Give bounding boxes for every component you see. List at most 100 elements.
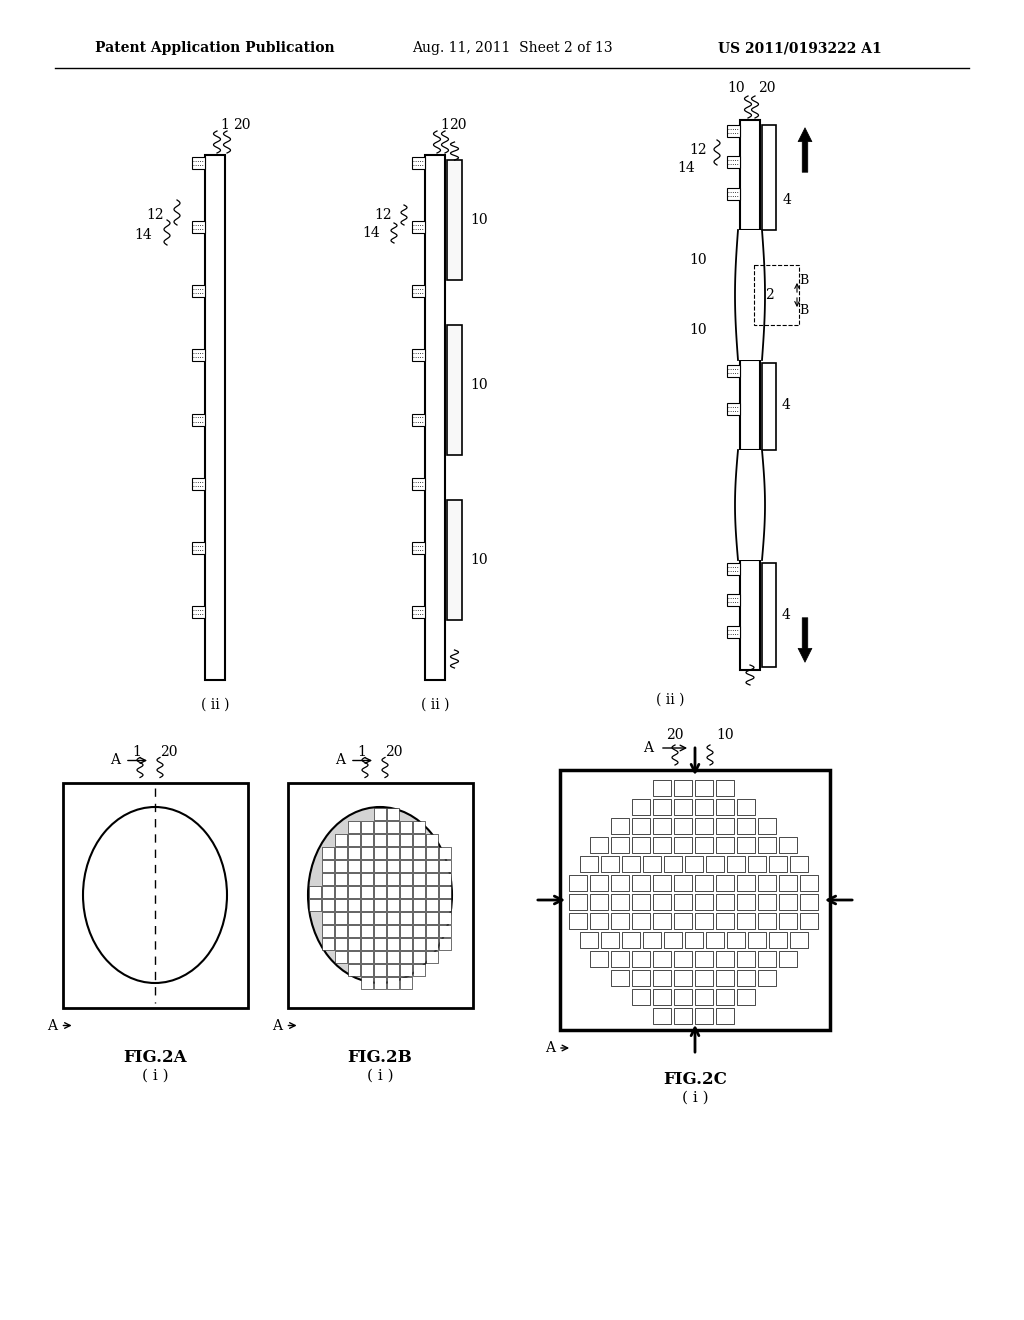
Bar (706, 932, 724, 948)
Bar (412, 285, 425, 297)
Bar (727, 125, 740, 137)
Bar (632, 837, 650, 853)
Bar (590, 912, 608, 928)
Bar (674, 912, 692, 928)
Bar (726, 855, 744, 871)
Bar (309, 899, 321, 911)
Text: 10: 10 (716, 729, 734, 742)
Bar (348, 861, 360, 873)
Text: 20: 20 (160, 746, 178, 759)
Bar (426, 925, 438, 937)
Text: 10: 10 (727, 81, 745, 95)
Bar (348, 925, 360, 937)
Bar (684, 855, 702, 871)
Bar (387, 847, 399, 859)
Bar (611, 874, 629, 891)
Bar (335, 950, 347, 964)
Bar (322, 912, 334, 924)
Bar (716, 912, 734, 928)
Polygon shape (735, 230, 765, 360)
Bar (447, 500, 462, 620)
Bar (309, 886, 321, 898)
Bar (374, 886, 386, 898)
Bar (361, 886, 373, 898)
Bar (716, 817, 734, 833)
Bar (737, 894, 755, 909)
Text: A: A (335, 754, 345, 767)
Bar (412, 541, 425, 554)
Bar (412, 606, 425, 618)
Bar (642, 855, 660, 871)
Bar (632, 799, 650, 814)
Bar (348, 873, 360, 884)
Bar (288, 783, 472, 1007)
Bar (569, 912, 587, 928)
Text: 14: 14 (677, 161, 695, 176)
Bar (758, 969, 776, 986)
Text: 14: 14 (362, 226, 380, 240)
Bar (426, 950, 438, 964)
Bar (322, 847, 334, 859)
Bar (400, 950, 412, 964)
Bar (361, 964, 373, 975)
Bar (348, 821, 360, 833)
Bar (335, 847, 347, 859)
Bar (653, 799, 671, 814)
Bar (754, 265, 799, 325)
Bar (374, 964, 386, 975)
Bar (580, 932, 597, 948)
Text: 1: 1 (440, 117, 449, 132)
Bar (740, 120, 760, 230)
Text: FIG.2C: FIG.2C (664, 1072, 727, 1089)
Bar (412, 478, 425, 490)
Bar (447, 160, 462, 280)
Bar (387, 925, 399, 937)
Text: ( ii ): ( ii ) (421, 698, 450, 711)
Text: 10: 10 (470, 378, 487, 392)
Bar (632, 989, 650, 1005)
Bar (400, 939, 412, 950)
Text: ( i ): ( i ) (682, 1092, 709, 1105)
Bar (737, 837, 755, 853)
Bar (387, 834, 399, 846)
Text: FIG.2B: FIG.2B (347, 1049, 413, 1067)
Bar (348, 939, 360, 950)
Bar (387, 886, 399, 898)
Bar (374, 861, 386, 873)
Bar (413, 873, 425, 884)
Bar (193, 413, 205, 425)
Bar (695, 780, 713, 796)
Bar (779, 874, 797, 891)
Text: ( ii ): ( ii ) (201, 698, 229, 711)
Bar (727, 594, 740, 606)
Bar (413, 861, 425, 873)
Text: 1: 1 (132, 746, 141, 759)
Bar (335, 912, 347, 924)
Bar (737, 799, 755, 814)
Bar (695, 874, 713, 891)
Bar (426, 899, 438, 911)
Text: 10: 10 (689, 253, 707, 267)
Bar (758, 950, 776, 966)
Text: 12: 12 (689, 143, 707, 157)
Bar (716, 894, 734, 909)
Text: 14: 14 (134, 228, 152, 242)
Bar (611, 817, 629, 833)
Bar (193, 478, 205, 490)
Bar (790, 932, 808, 948)
Text: B: B (800, 273, 809, 286)
Bar (611, 950, 629, 966)
Bar (374, 899, 386, 911)
Bar (413, 899, 425, 911)
Bar (727, 626, 740, 638)
Bar (695, 1007, 713, 1023)
Text: 12: 12 (375, 209, 392, 222)
Bar (322, 886, 334, 898)
Bar (361, 977, 373, 989)
Bar (600, 932, 618, 948)
Text: A: A (545, 1041, 555, 1055)
Bar (374, 912, 386, 924)
Bar (348, 834, 360, 846)
Bar (653, 989, 671, 1005)
Text: 4: 4 (782, 193, 792, 207)
